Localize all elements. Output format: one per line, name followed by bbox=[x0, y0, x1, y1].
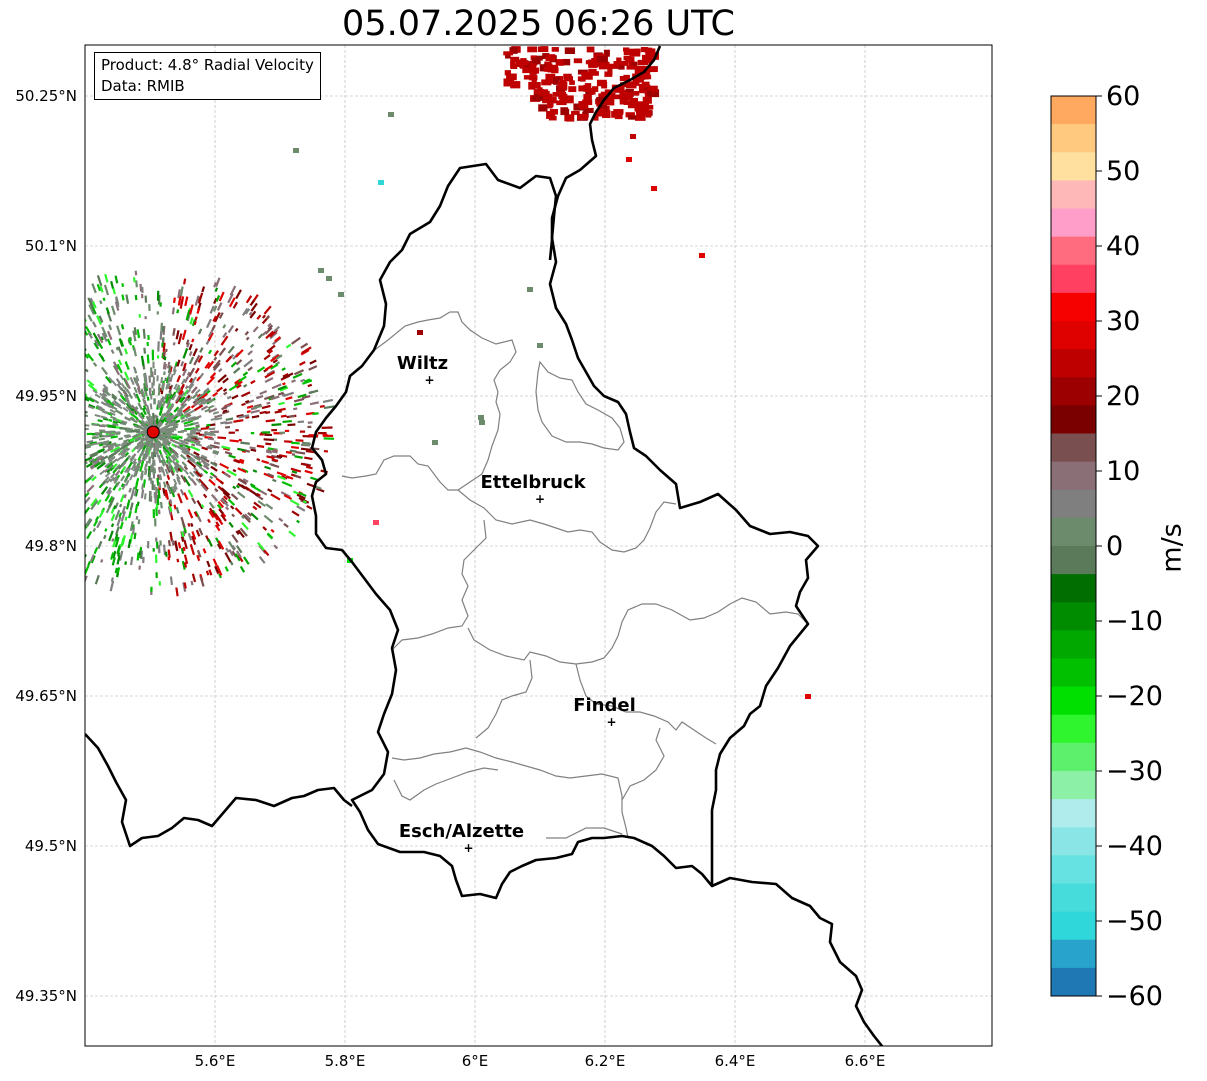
lat-tick-label: 49.8°N bbox=[25, 537, 77, 555]
colorbar-swatch bbox=[1051, 630, 1096, 659]
lon-tick-label: 6°E bbox=[462, 1052, 489, 1070]
lon-tick-label: 6.4°E bbox=[715, 1052, 756, 1070]
lat-tick-label: 50.1°N bbox=[25, 237, 77, 255]
colorbar-swatch bbox=[1051, 686, 1096, 716]
colorbar-swatch bbox=[1051, 489, 1096, 519]
colorbar-swatch bbox=[1051, 771, 1096, 800]
lat-tick-label: 49.5°N bbox=[25, 837, 77, 855]
colorbar-swatch bbox=[1051, 321, 1096, 350]
colorbar-swatch bbox=[1051, 939, 1096, 969]
product-label: Product: 4.8° Radial Velocity bbox=[101, 56, 314, 74]
colorbar-swatch bbox=[1051, 574, 1096, 603]
colorbar-tick-label: 20 bbox=[1106, 381, 1140, 412]
colorbar-swatch bbox=[1051, 517, 1096, 547]
radar-echoes bbox=[85, 46, 811, 699]
city-wiltz: +Wiltz bbox=[397, 353, 448, 387]
city-eschalzette: +Esch/Alzette bbox=[399, 821, 524, 855]
city-marker: + bbox=[463, 841, 473, 855]
colorbar-tick-label: 0 bbox=[1106, 531, 1123, 562]
city-label: Findel bbox=[573, 695, 636, 716]
canton-boundaries bbox=[341, 311, 809, 839]
city-label: Esch/Alzette bbox=[399, 821, 524, 842]
city-label: Ettelbruck bbox=[480, 472, 586, 493]
map-title: 05.07.2025 06:26 UTC bbox=[342, 4, 735, 44]
lon-tick-label: 5.6°E bbox=[195, 1052, 236, 1070]
colorbar-swatch bbox=[1051, 377, 1096, 406]
data-source-label: Data: RMIB bbox=[101, 77, 185, 95]
colorbar-tick-label: −40 bbox=[1106, 831, 1163, 862]
lon-tick-label: 6.6°E bbox=[845, 1052, 886, 1070]
colorbar-swatch bbox=[1051, 799, 1096, 828]
colorbar-swatch bbox=[1051, 967, 1096, 997]
city-marker: + bbox=[535, 492, 545, 506]
colorbar-swatch bbox=[1051, 349, 1096, 378]
colorbar-tick-label: 60 bbox=[1106, 81, 1140, 112]
colorbar-tick-label: 10 bbox=[1106, 456, 1140, 487]
lat-tick-label: 50.25°N bbox=[15, 87, 77, 105]
colorbar-swatch bbox=[1051, 292, 1096, 322]
lat-tick-label: 49.95°N bbox=[15, 387, 77, 405]
colorbar-tick-label: 50 bbox=[1106, 156, 1140, 187]
axis-tick-labels: 5.6°E 5.8°E 6°E 6.2°E 6.4°E 6.6°E 50.25°N 50.1°… bbox=[15, 87, 885, 1070]
lat-tick-label: 49.35°N bbox=[15, 987, 77, 1005]
colorbar-swatch bbox=[1051, 461, 1096, 491]
colorbar-unit-label: m/s bbox=[1156, 523, 1188, 573]
colorbar-tick-label: −10 bbox=[1106, 606, 1163, 637]
city-findel: +Findel bbox=[573, 695, 636, 729]
colorbar-swatch bbox=[1051, 827, 1096, 856]
colorbar-swatch bbox=[1051, 546, 1096, 575]
country-borders bbox=[85, 45, 884, 1046]
colorbar-swatch bbox=[1051, 208, 1096, 238]
colorbar-tick-label: 40 bbox=[1106, 231, 1140, 262]
lon-tick-label: 5.8°E bbox=[325, 1052, 366, 1070]
colorbar-swatch bbox=[1051, 264, 1096, 294]
product-info-box: Product: 4.8° Radial Velocity Data: RMIB bbox=[94, 52, 321, 100]
velocity-colorbar: 60 50 40 30 20 10 0 −10 −20 −30 −40 −50 −60 bbox=[1050, 81, 1163, 1012]
colorbar-swatch bbox=[1051, 124, 1096, 153]
colorbar-tick-label: −20 bbox=[1106, 681, 1163, 712]
lon-tick-label: 6.2°E bbox=[585, 1052, 626, 1070]
colorbar-swatch bbox=[1051, 180, 1096, 209]
colorbar-tick-label: −60 bbox=[1106, 981, 1163, 1012]
colorbar-swatch bbox=[1051, 96, 1096, 125]
city-marker: + bbox=[606, 715, 616, 729]
lat-tick-label: 49.65°N bbox=[15, 687, 77, 705]
city-ettelbruck: +Ettelbruck bbox=[480, 472, 586, 506]
colorbar-swatch bbox=[1051, 742, 1096, 772]
colorbar-swatch bbox=[1051, 658, 1096, 688]
colorbar-swatch bbox=[1051, 602, 1096, 631]
colorbar-swatch bbox=[1051, 405, 1096, 434]
city-label: Wiltz bbox=[397, 353, 448, 374]
colorbar-swatch bbox=[1051, 883, 1096, 913]
colorbar-tick-label: −30 bbox=[1106, 756, 1163, 787]
colorbar-swatch bbox=[1051, 911, 1096, 941]
city-marker: + bbox=[424, 373, 434, 387]
colorbar-swatch bbox=[1051, 236, 1096, 266]
colorbar-tick-label: 30 bbox=[1106, 306, 1140, 337]
colorbar-swatch bbox=[1051, 714, 1096, 744]
colorbar-swatch bbox=[1051, 152, 1096, 181]
colorbar-tick-label: −50 bbox=[1106, 906, 1163, 937]
radar-site-marker bbox=[146, 425, 160, 439]
colorbar-swatch bbox=[1051, 433, 1096, 463]
city-markers: +Wiltz+Ettelbruck+Findel+Esch/Alzette bbox=[397, 353, 636, 855]
colorbar-swatch bbox=[1051, 855, 1096, 884]
